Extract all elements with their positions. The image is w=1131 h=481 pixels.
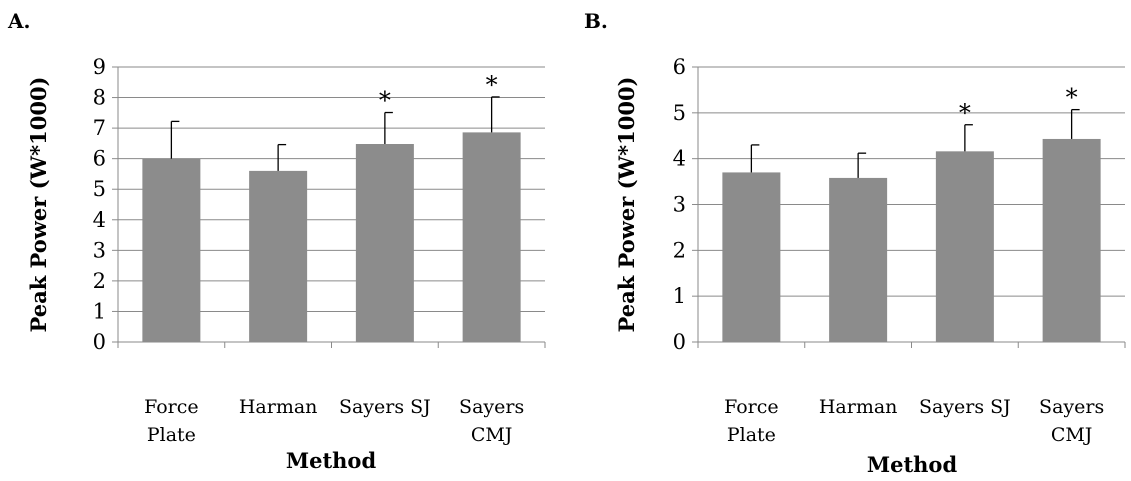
y-tick-label: 2 [93,269,106,293]
x-tick-label: Sayers SJ [919,396,1011,418]
bar [829,177,888,342]
x-tick-label: Sayers [1039,396,1104,418]
bar [1042,138,1101,342]
panel-label: A. [7,9,30,33]
bar [722,172,781,342]
significance-marker: * [486,71,498,99]
y-tick-label: 5 [93,177,106,201]
bar [249,170,308,342]
y-tick-label: 7 [93,116,106,140]
y-tick-label: 6 [673,55,686,79]
bar [935,151,994,342]
x-tick-label: Harman [239,396,318,418]
significance-marker: * [959,99,971,127]
y-tick-label: 5 [673,101,686,125]
y-tick-label: 1 [93,299,106,323]
x-axis-title: Method [286,448,377,473]
y-tick-label: 0 [673,330,686,354]
y-tick-label: 1 [673,284,686,308]
panel-a: A. 0 1 2 3 4 5 6 7 8 9 Force Plate Harman * Sayers SJ * S… [7,9,546,473]
x-tick-label: Force [144,396,199,418]
y-tick-label: 4 [93,208,106,232]
y-tick-label: 0 [93,330,106,354]
x-tick-label: CMJ [1051,424,1093,446]
y-axis-title: Peak Power (W*1000) [26,77,51,333]
x-tick-label: Force [724,396,779,418]
y-tick-label: 6 [93,147,106,171]
x-tick-label: CMJ [471,424,513,446]
significance-marker: * [1066,84,1078,112]
x-tick-label: Sayers [459,396,524,418]
y-tick-label: 3 [673,193,686,217]
x-tick-label: Sayers SJ [339,396,431,418]
panel-label: B. [584,9,608,33]
bar [462,132,521,342]
panel-b: B. 0 1 2 3 4 5 6 Force Plate Harman * Sayers SJ * Saye… [584,9,1126,477]
y-tick-label: 9 [93,55,106,79]
bar [355,144,414,342]
x-tick-label: Plate [727,424,776,446]
x-tick-label: Plate [147,424,196,446]
y-tick-label: 2 [673,238,686,262]
y-axis-title: Peak Power (W*1000) [614,77,639,333]
y-tick-label: 8 [93,86,106,110]
bar [142,158,201,342]
x-tick-label: Harman [819,396,898,418]
y-tick-label: 3 [93,238,106,262]
y-tick-label: 4 [673,147,686,171]
significance-marker: * [379,87,391,115]
x-axis-title: Method [867,452,958,477]
